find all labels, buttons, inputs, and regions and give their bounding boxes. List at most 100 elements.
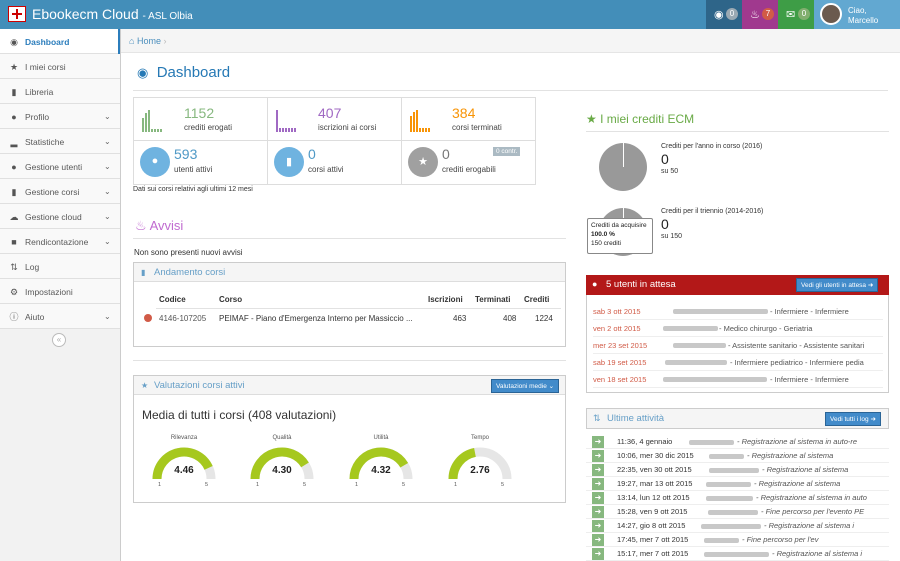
sidebar-item-dashboard[interactable]: ◉ Dashboard — [0, 29, 120, 54]
list-item[interactable]: ➜ 19:27, mar 13 ott 2015- Registrazione a… — [586, 477, 889, 491]
divider — [133, 238, 566, 239]
list-item[interactable]: ➜ 15:28, ven 9 ott 2015- Fine percorso pe… — [586, 505, 889, 519]
stats-note: Dati sui corsi relativi agli ultimi 12 m… — [133, 186, 253, 193]
table-divider — [156, 308, 561, 309]
vedi-log-button[interactable]: Vedi tutti i log ➜ — [825, 412, 881, 426]
gauge-min: 1 — [355, 482, 359, 488]
tags-badge: 0 — [726, 8, 738, 20]
divider — [133, 90, 888, 91]
list-item[interactable]: sab 3 ott 2015- Infermiere - Infermiere — [593, 303, 883, 320]
tag-icon: ◉ — [714, 9, 724, 21]
gauge-arc — [349, 447, 413, 480]
user-icon: ● — [140, 147, 170, 177]
stat-utenti-attivi: ● 593 utenti attivi — [134, 141, 268, 184]
book-icon: ▮ — [141, 268, 146, 277]
list-item[interactable]: ven 2 ott 2015- Medico chirurgo - Geriat… — [593, 320, 883, 337]
gauge-max: 5 — [303, 482, 307, 488]
arrow-right-icon: ➜ — [592, 534, 604, 546]
sidebar-item-gestione-corsi[interactable]: ▮ Gestione corsi ⌄ — [0, 179, 120, 204]
ecm-heading: ★ I miei crediti ECM — [586, 112, 695, 126]
vedi-utenti-button[interactable]: Vedi gli utenti in attesa ➜ — [796, 278, 879, 292]
book-icon: ▮ — [11, 87, 17, 97]
alerts-menu[interactable]: ♨ 7 — [742, 0, 778, 29]
sidebar-item-aiuto[interactable]: ⓘ Aiuto ⌄ — [0, 304, 120, 329]
user-greeting[interactable]: Ciao, Marcello — [848, 6, 879, 25]
attesa-header: ● 5 utenti in attesa Vedi gli utenti in … — [586, 275, 889, 295]
gauge-label: Tempo — [470, 435, 489, 441]
redacted-name — [673, 343, 726, 348]
col-terminati[interactable]: Terminati — [475, 295, 511, 304]
user-icon: ● — [11, 112, 17, 122]
avatar[interactable] — [820, 3, 842, 25]
chevron-down-icon: ⌄ — [104, 237, 111, 246]
gauge-min: 1 — [454, 482, 458, 488]
sparkline-chart — [142, 110, 164, 132]
stat-corsi-attivi: ▮ 0 corsi attivi — [268, 141, 402, 184]
redacted-name — [709, 454, 744, 459]
cloud-icon: ☁ — [9, 212, 19, 222]
valutazioni-medie-dropdown[interactable]: Valutazioni medie ⌄ — [491, 379, 560, 393]
gauge-label: Qualità — [272, 435, 292, 441]
chevron-down-icon: ⌄ — [104, 137, 111, 146]
arrow-right-icon: ➜ — [592, 450, 604, 462]
redacted-name — [663, 377, 767, 382]
list-item[interactable]: ven 18 set 2015- Infermiere - Infermiere — [593, 371, 883, 388]
sidebar-item-gestione-utenti[interactable]: ● Gestione utenti ⌄ — [0, 154, 120, 179]
arrow-right-icon: ➜ — [592, 492, 604, 504]
app-title[interactable]: Ebookecm Cloud - ASL Olbia — [32, 6, 193, 22]
gauge-arc — [448, 447, 512, 480]
list-item[interactable]: sab 19 set 2015- Infermiere pediatrico -… — [593, 354, 883, 371]
arrow-right-icon: ➜ — [592, 520, 604, 532]
sidebar-item-log[interactable]: ⇅ Log — [0, 254, 120, 279]
col-codice[interactable]: Codice — [159, 295, 186, 304]
gauge-fill — [250, 447, 309, 480]
messages-menu[interactable]: ✉ 0 — [778, 0, 814, 29]
sort-icon: ⇅ — [593, 413, 601, 423]
arrow-right-icon: ➜ — [592, 548, 604, 560]
user-icon: ● — [592, 279, 598, 289]
list-item[interactable]: ➜ 11:36, 4 gennaio - Registrazione al sist… — [586, 435, 889, 449]
sidebar-item-profilo[interactable]: ● Profilo ⌄ — [0, 104, 120, 129]
gauge-value: 4.30 — [272, 465, 292, 476]
breadcrumb-home[interactable]: ⌂ Home › — [129, 36, 167, 46]
users-icon: ● — [11, 162, 17, 172]
arrow-right-icon: ➜ — [870, 416, 876, 423]
list-item[interactable]: ➜ 22:35, ven 30 ott 2015- Registrazione a… — [586, 463, 889, 477]
sidebar-item-i-miei-corsi[interactable]: ★ I miei corsi — [0, 54, 120, 79]
sparkline-chart — [410, 110, 432, 132]
app-logo — [8, 6, 26, 22]
bell-icon: ♨ — [135, 218, 147, 233]
gauge-label: Rilevanza — [170, 435, 198, 441]
sidebar-item-gestione-cloud[interactable]: ☁ Gestione cloud ⌄ — [0, 204, 120, 229]
list-item[interactable]: ➜ 10:06, mer 30 dic 2015- Registrazione a… — [586, 449, 889, 463]
col-iscrizioni[interactable]: Iscrizioni — [428, 295, 463, 304]
alerts-badge: 7 — [762, 8, 774, 20]
col-crediti[interactable]: Crediti — [524, 295, 550, 304]
redacted-name — [709, 468, 759, 473]
sidebar-item-libreria[interactable]: ▮ Libreria — [0, 79, 120, 104]
minus-circle-icon[interactable] — [144, 314, 152, 322]
widget-header: ▮ Andamento corsi — [134, 263, 565, 282]
star-icon: ★ — [586, 112, 597, 126]
tags-menu[interactable]: ◉ 0 — [706, 0, 742, 29]
list-item[interactable]: mer 23 set 2015- Assistente sanitario - … — [593, 337, 883, 354]
chevron-down-icon: ⌄ — [548, 383, 555, 390]
redacted-name — [673, 309, 768, 314]
list-item[interactable]: ➜ 13:14, lun 12 ott 2015- Registrazione a… — [586, 491, 889, 505]
sidebar-collapse-button[interactable]: « — [52, 333, 66, 347]
gauge-max: 5 — [402, 482, 406, 488]
list-item[interactable]: ➜ 14:27, gio 8 ott 2015- Registrazione al… — [586, 519, 889, 533]
book-icon: ▮ — [11, 187, 17, 197]
sidebar-item-impostazioni[interactable]: ⚙ Impostazioni — [0, 279, 120, 304]
sparkline-chart — [276, 110, 298, 132]
list-item[interactable]: ➜ 15:17, mer 7 ott 2015- Registrazione al… — [586, 547, 889, 561]
messages-badge: 0 — [798, 8, 810, 20]
sidebar-item-rendicontazione[interactable]: ■ Rendicontazione ⌄ — [0, 229, 120, 254]
arrow-right-icon: ➜ — [592, 478, 604, 490]
gauge-max: 5 — [205, 482, 209, 488]
sidebar-item-statistiche[interactable]: ▂ Statistiche ⌄ — [0, 129, 120, 154]
col-corso[interactable]: Corso — [219, 295, 243, 304]
list-item[interactable]: ➜ 17:45, mer 7 ott 2015- Fine percorso pe… — [586, 533, 889, 547]
gauge-min: 1 — [256, 482, 260, 488]
valutazioni-widget: ★ Valutazioni corsi attivi Valutazioni m… — [133, 375, 566, 503]
